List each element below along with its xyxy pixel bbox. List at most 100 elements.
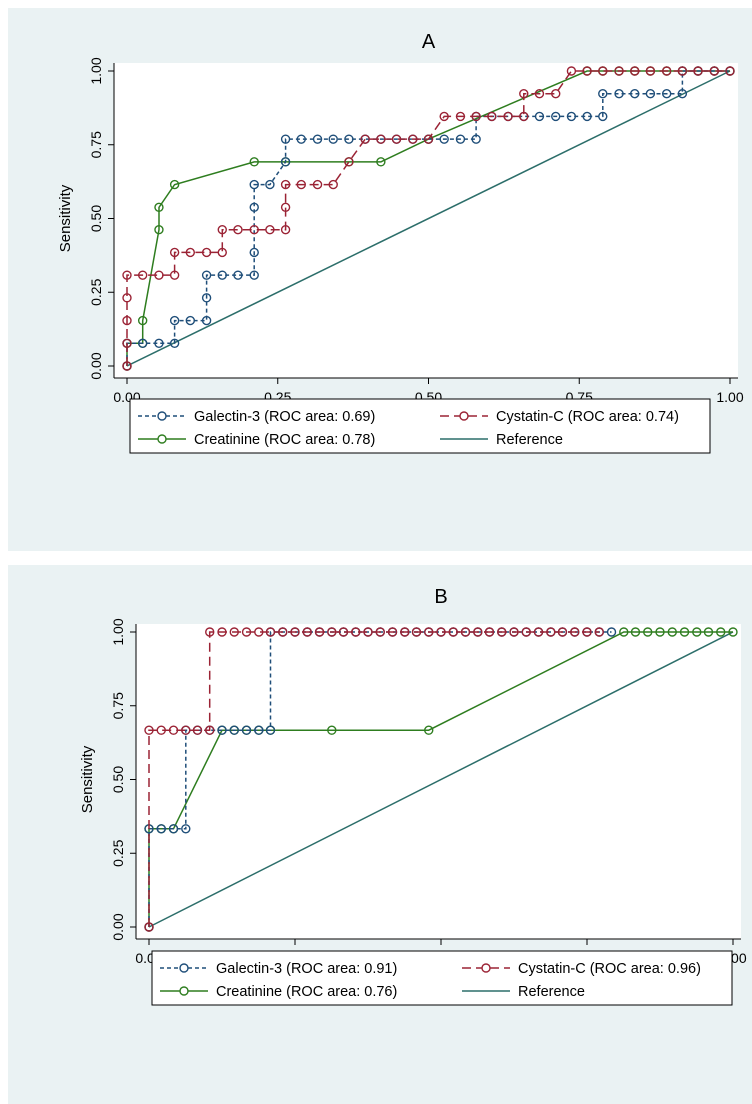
data-point-cystatin xyxy=(436,627,446,637)
data-point-cystatin xyxy=(302,627,312,637)
chart-title: B xyxy=(434,586,447,608)
data-point-creatinine xyxy=(630,627,641,637)
legend-box xyxy=(151,950,733,1006)
data-point-cystatin xyxy=(156,725,166,735)
data-point-cystatin xyxy=(312,179,323,190)
y-tick-label: 1.00 xyxy=(88,57,104,84)
data-point-cystatin xyxy=(423,134,434,144)
data-point-cystatin xyxy=(487,111,497,122)
data-point-cystatin xyxy=(661,66,672,76)
x-tick-label: 1.00 xyxy=(716,389,743,405)
data-point-galectin xyxy=(185,315,196,326)
data-point-cystatin xyxy=(241,627,252,637)
data-point-creatinine xyxy=(692,627,702,637)
series-line-reference xyxy=(126,70,731,367)
data-point-cystatin xyxy=(122,270,132,280)
y-tick-label: 0.00 xyxy=(88,352,104,379)
data-point-cystatin xyxy=(521,627,531,637)
data-point-cystatin xyxy=(154,270,164,280)
data-point-galectin xyxy=(201,293,212,303)
data-point-cystatin xyxy=(473,627,483,637)
data-point-cystatin xyxy=(217,247,227,258)
data-point-cystatin xyxy=(534,89,545,99)
data-point-cystatin xyxy=(400,627,410,637)
data-point-galectin xyxy=(217,725,227,735)
data-point-galectin xyxy=(280,157,291,167)
data-point-cystatin xyxy=(144,922,154,932)
data-point-cystatin xyxy=(519,89,529,99)
legend-box xyxy=(129,398,711,454)
data-point-cystatin xyxy=(338,627,349,637)
data-point-cystatin xyxy=(630,66,640,76)
legend-label-cystatin: Cystatin-C (ROC area: 0.74) xyxy=(496,409,679,425)
data-point-galectin xyxy=(241,725,252,735)
data-point-cystatin xyxy=(509,627,519,637)
data-point-cystatin xyxy=(424,627,434,637)
chart-panel-b: B0.000.250.500.751.000.000.250.500.751.0… xyxy=(8,565,752,1104)
data-point-cystatin xyxy=(693,66,703,76)
data-point-galectin xyxy=(630,89,640,99)
data-point-cystatin xyxy=(280,225,291,235)
data-point-cystatin xyxy=(290,627,300,637)
legend-label-reference: Reference xyxy=(496,432,563,448)
data-point-galectin xyxy=(661,89,672,99)
data-point-galectin xyxy=(181,824,191,834)
data-point-galectin xyxy=(233,270,243,280)
legend-label-galectin: Galectin-3 (ROC area: 0.69) xyxy=(194,409,375,425)
data-point-creatinine xyxy=(728,627,738,637)
data-point-cystatin xyxy=(546,627,556,637)
data-point-galectin xyxy=(471,134,481,144)
data-point-cystatin xyxy=(551,89,561,99)
legend-label-galectin: Galectin-3 (ROC area: 0.91) xyxy=(216,961,397,977)
data-point-cystatin xyxy=(122,293,132,303)
data-point-cystatin xyxy=(533,627,544,637)
y-tick-label: 0.50 xyxy=(88,205,104,232)
data-point-cystatin xyxy=(411,627,422,637)
data-point-cystatin xyxy=(448,627,458,637)
data-point-cystatin xyxy=(169,270,180,280)
y-tick-label: 0.00 xyxy=(110,913,126,940)
data-point-cystatin xyxy=(460,627,471,637)
data-point-cystatin xyxy=(327,627,337,637)
y-axis-label: Sensitivity xyxy=(57,184,74,252)
data-point-creatinine xyxy=(655,627,665,637)
legend-marker-creatinine xyxy=(157,434,167,444)
data-point-galectin xyxy=(168,824,179,834)
data-point-cystatin xyxy=(280,179,291,190)
legend-label-creatinine: Creatinine (ROC area: 0.76) xyxy=(216,984,397,1000)
data-point-cystatin xyxy=(217,225,227,235)
data-point-galectin xyxy=(201,315,212,326)
data-point-galectin xyxy=(606,627,617,637)
data-point-galectin xyxy=(137,338,148,348)
legend-label-creatinine: Creatinine (ROC area: 0.78) xyxy=(194,432,375,448)
roc-chart-a: A0.000.250.500.751.000.00 0.25 0.50 0.75 1.0… xyxy=(57,31,744,454)
data-point-galectin xyxy=(249,247,259,258)
data-point-cystatin xyxy=(122,338,132,348)
data-point-cystatin xyxy=(122,361,132,371)
data-point-cystatin xyxy=(725,66,735,76)
data-point-galectin xyxy=(534,111,545,122)
y-axis-label: Sensitivity xyxy=(79,745,96,813)
data-point-galectin xyxy=(677,89,688,99)
data-point-cystatin xyxy=(387,627,398,637)
roc-chart-b: B0.000.250.500.751.000.000.250.500.751.0… xyxy=(79,586,747,1006)
data-point-cystatin xyxy=(594,627,604,637)
y-tick-label: 0.50 xyxy=(110,766,126,793)
data-point-cystatin xyxy=(122,315,132,326)
data-point-creatinine xyxy=(376,157,386,167)
data-point-galectin xyxy=(328,134,338,144)
data-point-cystatin xyxy=(201,247,212,258)
data-point-creatinine xyxy=(154,225,164,235)
y-tick-label: 0.25 xyxy=(88,278,104,305)
legend-marker-galectin xyxy=(179,963,189,973)
data-point-cystatin xyxy=(217,627,227,637)
data-point-galectin xyxy=(598,89,608,99)
data-point-cystatin xyxy=(375,627,385,637)
data-point-cystatin xyxy=(192,725,203,735)
data-point-cystatin xyxy=(280,202,291,212)
data-point-galectin xyxy=(249,202,259,212)
data-point-cystatin xyxy=(376,134,386,144)
data-point-galectin xyxy=(614,89,624,99)
legend-marker-cystatin xyxy=(481,963,491,973)
data-point-cystatin xyxy=(582,66,592,76)
